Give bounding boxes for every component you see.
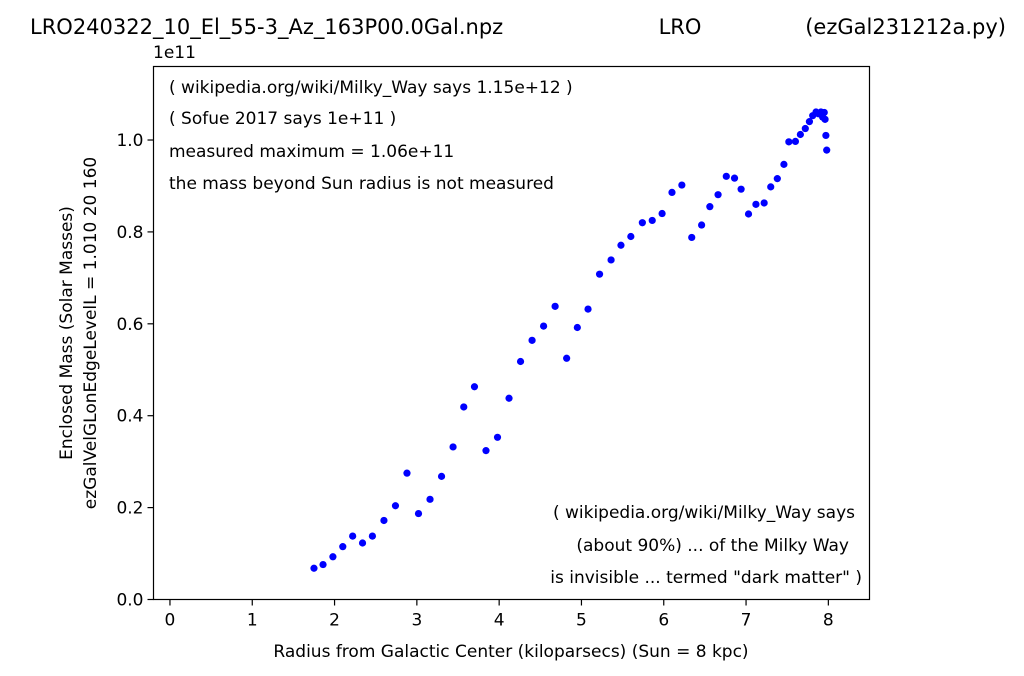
data-point: [801, 124, 809, 133]
x-tick-label: 6: [658, 611, 669, 631]
x-tick-label: 2: [329, 611, 340, 631]
data-point: [493, 433, 502, 441]
y-offset-label: 1e11: [153, 43, 196, 63]
data-point: [627, 232, 635, 241]
data-point: [791, 137, 800, 145]
y-tick-label: 0.2: [116, 499, 143, 519]
data-point: [796, 130, 804, 139]
data-point: [744, 210, 753, 218]
annotation-bottom-line-3: is invisible ... termed "dark matter" ): [550, 568, 862, 588]
data-point: [380, 516, 388, 525]
data-point: [805, 118, 814, 126]
x-tick-label: 4: [494, 611, 505, 631]
data-point: [737, 185, 745, 193]
x-axis-label: Radius from Galactic Center (kiloparsecs…: [273, 642, 748, 662]
data-point: [658, 209, 666, 218]
plot-area: [152, 65, 871, 601]
data-point: [760, 199, 768, 207]
x-tick-label: 5: [576, 611, 587, 631]
annotation-top-line-3: measured maximum = 1.06e+11: [169, 142, 454, 162]
data-point: [460, 403, 468, 411]
data-point: [505, 394, 513, 402]
data-point: [698, 221, 706, 229]
data-point: [329, 553, 337, 561]
data-point: [668, 188, 676, 196]
y-axis-label-line-1: Enclosed Mass (Solar Masses): [57, 206, 77, 460]
data-point: [648, 216, 656, 225]
data-point: [730, 174, 739, 182]
data-point: [706, 203, 714, 211]
data-point: [752, 200, 760, 208]
y-tick-label: 0.6: [116, 315, 143, 335]
data-point: [563, 354, 571, 362]
data-point: [482, 447, 490, 455]
center-title: LRO: [659, 15, 702, 39]
data-point: [767, 183, 775, 191]
data-point: [426, 495, 434, 503]
y-tick-label: 0.0: [116, 591, 143, 611]
data-point: [319, 560, 327, 569]
annotation-bottom: ( wikipedia.org/wiki/Milky_Way says (abo…: [550, 503, 862, 588]
x-tick-label: 7: [741, 611, 752, 631]
data-point: [678, 181, 686, 189]
data-point: [821, 115, 829, 123]
annotation-bottom-line-2: (about 90%) ... of the Milky Way: [576, 536, 849, 556]
data-point: [516, 357, 525, 366]
data-point: [638, 219, 646, 227]
data-point: [584, 305, 592, 313]
annotation-top-line-2: ( Sofue 2017 says 1e+11 ): [169, 109, 396, 129]
data-point: [617, 241, 625, 249]
annotation-top-line-1: ( wikipedia.org/wiki/Milky_Way says 1.15…: [169, 78, 573, 98]
data-point: [349, 532, 357, 540]
data-point: [823, 146, 831, 154]
data-point: [368, 532, 377, 540]
data-point: [391, 502, 400, 510]
data-point: [595, 270, 604, 278]
data-point: [822, 131, 830, 140]
data-point: [714, 191, 722, 199]
data-point: [414, 509, 423, 518]
x-tick-label: 0: [165, 611, 176, 631]
x-tick-label: 1: [247, 611, 258, 631]
data-point: [358, 539, 367, 547]
y-tick-label: 1.0: [116, 131, 143, 151]
data-point: [437, 472, 446, 480]
file-title: LRO240322_10_El_55-3_Az_163P00.0Gal.npz: [30, 15, 503, 40]
data-points: [310, 108, 831, 572]
data-point: [688, 233, 696, 242]
data-point: [773, 175, 781, 183]
x-axis: 0 1 2 3 4 5 6 7 8: [165, 599, 834, 631]
x-tick-label: 3: [411, 611, 422, 631]
data-point: [470, 383, 479, 391]
data-point: [573, 323, 581, 332]
data-point: [539, 322, 548, 330]
annotation-top: ( wikipedia.org/wiki/Milky_Way says 1.15…: [169, 78, 573, 194]
data-point: [820, 108, 828, 117]
y-tick-label: 0.8: [116, 223, 143, 243]
data-point: [722, 172, 730, 180]
data-point: [780, 160, 788, 168]
y-axis: 0.0 0.2 0.4 0.6 0.8 1.0: [116, 131, 154, 611]
y-axis-label-line-2: ezGalVelGLonEdgeLevelL = 1.010 20 160: [81, 157, 101, 509]
right-title: (ezGal231212a.py): [805, 15, 1006, 39]
data-point: [551, 302, 559, 310]
y-tick-label: 0.4: [116, 407, 143, 427]
annotation-top-line-4: the mass beyond Sun radius is not measur…: [169, 174, 554, 194]
data-point: [607, 256, 615, 264]
data-point: [528, 336, 536, 344]
annotation-bottom-line-1: ( wikipedia.org/wiki/Milky_Way says: [553, 503, 855, 523]
data-point: [403, 469, 411, 477]
data-point: [339, 543, 347, 551]
data-point: [449, 443, 457, 451]
data-point: [310, 564, 318, 572]
data-point: [785, 138, 793, 146]
x-tick-label: 8: [823, 611, 834, 631]
